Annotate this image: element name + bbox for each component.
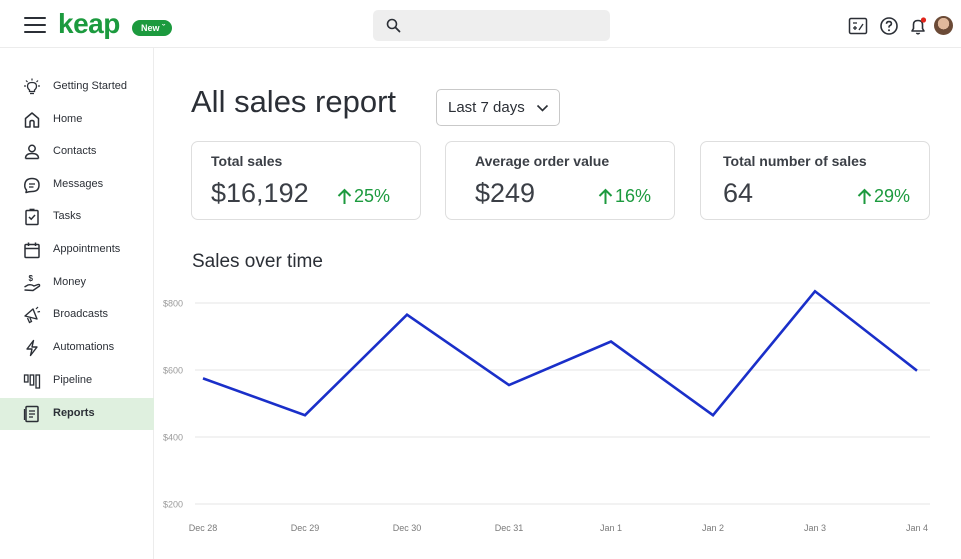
search-input[interactable] [373,10,610,41]
kpi-value: $249 [475,178,536,208]
sidebar-item-home[interactable]: Home [0,104,154,136]
calendar-icon [24,242,40,259]
top-bar: keap New ˇ [0,0,961,48]
messages-icon [24,177,40,194]
x-tick-label: Jan 3 [804,523,826,533]
kpi-delta: 25% [337,186,390,207]
sidebar-item-label: Messages [53,178,104,190]
sidebar-item-label: Contacts [53,145,97,157]
menu-icon[interactable] [24,17,46,33]
tasks-icon [25,208,39,226]
sales-over-time-chart: $200 $400 $600 $800 Dec 28 Dec 29 Dec 30 Dec 31… [163,289,930,533]
series-line [202,289,918,417]
sidebar-item-label: Tasks [53,210,82,222]
arrow-up-icon [337,188,352,204]
y-tick-label: $400 [163,433,183,443]
sidebar-item-label: Home [53,113,83,125]
kpi-label: Average order value [475,153,610,169]
sidebar-item-money[interactable]: $ Money [0,267,154,299]
arrow-up-icon [857,188,872,204]
arrow-up-icon [598,188,613,204]
sidebar-item-label: Automations [53,341,115,353]
lightbulb-icon [24,78,40,95]
y-tick-label: $200 [163,500,183,510]
kpi-delta: 29% [857,186,910,207]
sidebar-item-label: Money [53,276,87,288]
megaphone-icon [24,306,41,324]
sidebar-item-label: Pipeline [53,374,93,386]
calculator-icon[interactable] [848,16,868,36]
sidebar-item-label: Reports [53,407,95,419]
money-icon: $ [24,274,41,292]
lightning-icon [26,339,38,357]
sidebar-item-getting-started[interactable]: Getting Started [0,71,154,103]
chevron-down-icon: ˇ [162,23,166,33]
date-range-select[interactable]: Last 7 days [436,89,560,126]
search-icon [386,18,401,33]
sidebar-item-messages[interactable]: Messages [0,169,154,201]
notification-bell-icon[interactable] [908,16,928,36]
new-badge[interactable]: New ˇ [132,20,173,36]
x-tick-label: Dec 28 [189,523,218,533]
sidebar-item-reports[interactable]: Reports [0,398,154,430]
sidebar-item-appointments[interactable]: Appointments [0,234,154,266]
chart-title: Sales over time [192,251,323,272]
svg-text:$: $ [29,274,34,283]
sidebar-item-tasks[interactable]: Tasks [0,201,154,233]
kpi-value: 64 [723,178,754,208]
sidebar-item-automations[interactable]: Automations [0,332,154,364]
sidebar-item-label: Getting Started [53,80,127,92]
kpi-card-total-number-of-sales: Total number of sales 64 29% [700,141,930,220]
x-tick-label: Jan 2 [702,523,724,533]
sidebar-item-label: Broadcasts [53,308,109,320]
kpi-label: Total number of sales [723,153,867,169]
x-tick-label: Dec 30 [393,523,422,533]
date-range-value: Last 7 days [448,99,525,116]
pipeline-icon [23,374,41,389]
new-badge-label: New [141,23,160,33]
kpi-delta-value: 29% [874,186,911,206]
home-icon [24,112,40,128]
sidebar-item-contacts[interactable]: Contacts [0,136,154,168]
reports-icon [23,405,39,423]
page-title: All sales report [191,84,397,119]
kpi-value: $16,192 [211,178,309,208]
sidebar-item-pipeline[interactable]: Pipeline [0,365,154,397]
contacts-icon [24,144,40,160]
x-tick-label: Dec 29 [291,523,320,533]
sidebar-item-label: Appointments [53,243,121,255]
kpi-card-average-order-value: Average order value $249 16% [445,141,675,220]
kpi-label: Total sales [211,153,283,169]
sidebar: Getting Started Home Contacts Messages T… [0,48,154,559]
user-avatar[interactable] [934,16,953,35]
kpi-delta-value: 16% [615,186,652,206]
chevron-down-icon [536,104,549,112]
kpi-delta-value: 25% [354,186,391,206]
sidebar-item-broadcasts[interactable]: Broadcasts [0,299,154,331]
x-tick-label: Jan 4 [906,523,928,533]
keap-logo[interactable]: keap [58,8,120,39]
help-icon[interactable] [879,16,899,36]
y-tick-label: $800 [163,299,183,309]
x-tick-label: Jan 1 [600,523,622,533]
y-tick-label: $600 [163,366,183,376]
kpi-delta: 16% [598,186,651,207]
x-tick-label: Dec 31 [495,523,524,533]
kpi-card-total-sales: Total sales $16,192 25% [191,141,421,220]
